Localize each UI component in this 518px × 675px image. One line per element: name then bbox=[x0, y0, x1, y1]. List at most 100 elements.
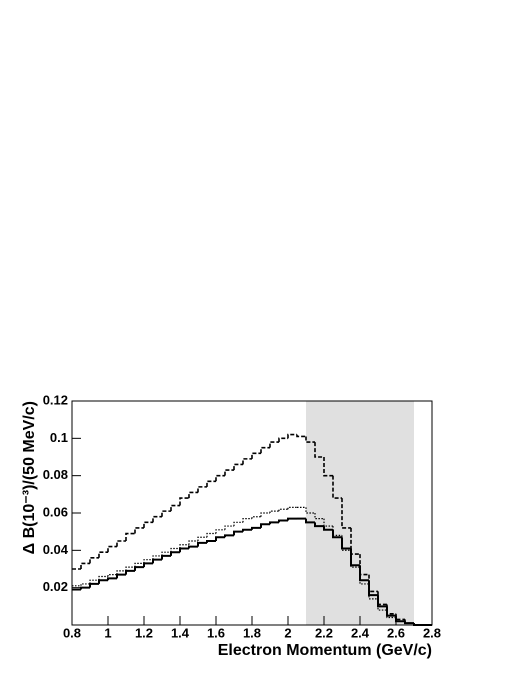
histogram-step bbox=[161, 551, 171, 556]
histogram-step bbox=[278, 519, 288, 523]
histogram-step bbox=[215, 529, 225, 534]
histogram-step bbox=[260, 523, 270, 528]
y-tick-label: 0.08 bbox=[43, 467, 68, 482]
histogram-step bbox=[278, 437, 288, 443]
histogram-step bbox=[386, 606, 396, 617]
x-tick-label: 1.2 bbox=[135, 625, 153, 640]
y-tick-label: 0.02 bbox=[43, 579, 68, 594]
histogram-step bbox=[125, 566, 135, 571]
histogram-step bbox=[134, 566, 144, 571]
histogram-step bbox=[386, 610, 396, 619]
histogram-step bbox=[116, 573, 126, 579]
histogram-step bbox=[215, 536, 225, 541]
histogram-step bbox=[179, 544, 189, 549]
histogram-step bbox=[350, 527, 360, 555]
x-tick-label: 2.8 bbox=[423, 625, 441, 640]
histogram-step bbox=[107, 545, 117, 553]
histogram-step bbox=[287, 506, 297, 510]
x-tick-label: 1 bbox=[104, 625, 111, 640]
histogram-step bbox=[323, 526, 333, 531]
histogram-step bbox=[143, 562, 153, 568]
histogram-step bbox=[197, 541, 207, 547]
y-tick-label: 0.04 bbox=[43, 542, 69, 557]
histogram-step bbox=[377, 591, 387, 606]
histogram-step bbox=[215, 474, 225, 482]
histogram-step bbox=[314, 442, 324, 458]
histogram-step bbox=[89, 579, 99, 584]
histogram-step bbox=[296, 434, 306, 438]
x-tick-label: 1.6 bbox=[207, 625, 225, 640]
histogram-step bbox=[161, 510, 171, 517]
histogram-step bbox=[341, 498, 351, 529]
histogram-step bbox=[107, 577, 117, 581]
histogram-step bbox=[80, 586, 90, 590]
histogram-step bbox=[89, 557, 99, 564]
histogram-step bbox=[152, 558, 162, 564]
histogram-step bbox=[314, 522, 324, 528]
y-axis-label: Δ B(10⁻³)/(50 MeV/c) bbox=[21, 401, 38, 554]
histogram-step bbox=[161, 554, 171, 560]
histogram-step bbox=[395, 613, 405, 621]
histogram-step bbox=[233, 463, 243, 471]
histogram-step bbox=[98, 575, 108, 581]
histogram-step bbox=[251, 452, 261, 459]
histogram-step bbox=[98, 579, 108, 584]
x-tick-label: 0.8 bbox=[63, 625, 81, 640]
histogram-step bbox=[359, 554, 369, 576]
histogram-step bbox=[143, 521, 153, 528]
histogram-step bbox=[170, 551, 180, 556]
x-tick-label: 2.2 bbox=[315, 625, 333, 640]
x-tick-label: 2.4 bbox=[351, 625, 370, 640]
histogram-step bbox=[188, 545, 198, 549]
histogram-step bbox=[287, 517, 297, 521]
histogram-step bbox=[152, 515, 162, 523]
histogram-step bbox=[89, 582, 99, 588]
histogram-step bbox=[404, 619, 414, 624]
histogram-step bbox=[170, 547, 180, 553]
histogram-step bbox=[323, 518, 333, 527]
histogram-step bbox=[395, 617, 405, 622]
histogram-step bbox=[188, 491, 198, 499]
histogram-step bbox=[206, 480, 216, 487]
histogram-step bbox=[260, 446, 270, 454]
x-tick-label: 1.8 bbox=[243, 625, 261, 640]
histogram-step bbox=[323, 457, 333, 477]
y-tick-label: 0.1 bbox=[50, 430, 68, 445]
x-tick-label: 2.6 bbox=[387, 625, 405, 640]
x-tick-label: 1.4 bbox=[171, 625, 190, 640]
histogram-step bbox=[107, 574, 117, 577]
histogram-step bbox=[179, 497, 189, 506]
histogram-step bbox=[269, 510, 279, 513]
histogram-step bbox=[251, 516, 261, 519]
histogram-step bbox=[125, 532, 135, 541]
y-tick-label: 0.06 bbox=[43, 504, 68, 519]
histogram-step bbox=[242, 518, 252, 523]
histogram-step bbox=[116, 570, 126, 575]
y-tick-label: 0.12 bbox=[43, 392, 68, 407]
histogram-step bbox=[197, 486, 207, 493]
histogram-step bbox=[224, 525, 234, 530]
shaded-region bbox=[306, 401, 414, 625]
histogram-step bbox=[260, 512, 270, 517]
histogram-step bbox=[224, 534, 234, 538]
histogram-step bbox=[143, 559, 153, 564]
plot-frame bbox=[71, 400, 433, 626]
histogram-step bbox=[305, 436, 315, 443]
histogram-step bbox=[287, 433, 297, 439]
histogram-step bbox=[197, 536, 207, 541]
histogram-step bbox=[332, 475, 342, 499]
histogram-step bbox=[269, 521, 279, 525]
histogram-step bbox=[242, 528, 252, 532]
histogram-step bbox=[332, 526, 342, 536]
histogram-step bbox=[278, 508, 288, 512]
histogram-step bbox=[386, 604, 396, 615]
histogram-step bbox=[206, 532, 216, 538]
histogram-step bbox=[305, 518, 315, 524]
histogram-step bbox=[242, 458, 252, 465]
x-tick-label: 2 bbox=[284, 625, 291, 640]
histogram-step bbox=[134, 527, 144, 534]
histogram-step bbox=[170, 504, 180, 512]
histogram-step bbox=[125, 569, 135, 575]
histogram-step bbox=[206, 540, 216, 543]
